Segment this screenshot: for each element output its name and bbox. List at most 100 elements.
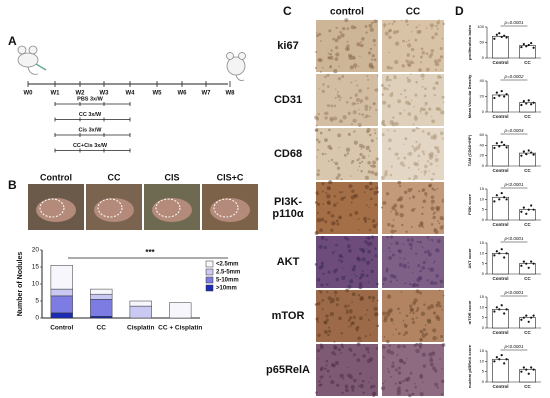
y-tick-label: 0 (482, 55, 485, 60)
stain-dot (439, 225, 444, 230)
stain-dot (338, 65, 340, 68)
stain-dot (357, 169, 359, 171)
stain-dot (367, 281, 370, 284)
stain-dot (436, 317, 441, 321)
stain-dot (415, 126, 419, 130)
data-point (505, 308, 508, 311)
y-axis-label: proliferation index (467, 24, 472, 60)
stain-dot (358, 229, 360, 231)
stain-dot (421, 188, 426, 192)
stain-dot (388, 344, 392, 347)
stain-dot (367, 351, 370, 354)
y-tick-label: 5 (482, 207, 485, 212)
stain-dot (402, 39, 405, 43)
stain-dot (426, 318, 431, 323)
stain-dot (395, 241, 399, 246)
stain-dot (413, 105, 415, 108)
stain-dot (439, 109, 442, 111)
stain-dot (394, 41, 400, 46)
y-tick-label: 5 (482, 315, 485, 320)
stain-dot (387, 309, 392, 314)
stain-dot (368, 155, 370, 157)
stain-dot (356, 342, 361, 347)
stain-dot (358, 284, 363, 290)
stain-dot (382, 311, 387, 316)
stain-dot (327, 201, 331, 206)
stain-dot (430, 199, 435, 204)
stain-dot (359, 296, 364, 302)
bar (492, 196, 509, 221)
stain-dot (396, 391, 401, 396)
stain-dot (361, 249, 366, 254)
stain-dot (420, 338, 423, 342)
x-tick-label: CC + Cisplatin (158, 325, 202, 332)
stain-dot (383, 23, 387, 27)
stain-dot (350, 201, 353, 204)
stain-dot (407, 102, 412, 106)
legend-swatch (205, 268, 214, 276)
week-label: W8 (226, 91, 236, 97)
stain-dot (327, 270, 331, 274)
stain-dot (397, 99, 402, 104)
stain-dot (371, 296, 376, 300)
stain-dot (435, 146, 440, 151)
stain-dot (371, 258, 374, 262)
stain-dot (394, 121, 399, 127)
stain-dot (389, 78, 392, 82)
stain-dot (403, 109, 406, 112)
stain-dot (336, 383, 340, 387)
stain-dot (369, 385, 374, 389)
bar-segment (50, 288, 73, 297)
week-label: W7 (202, 91, 212, 97)
stain-dot (325, 314, 329, 318)
stain-dot (317, 112, 320, 116)
stain-dot (338, 316, 342, 321)
stain-dot (375, 312, 378, 316)
stain-dot (429, 358, 434, 363)
stain-dot (392, 20, 396, 23)
stain-dot (365, 31, 368, 34)
stain-dot (365, 146, 370, 151)
stain-dot (439, 289, 441, 291)
stain-dot (408, 39, 410, 42)
y-tick-label: 15 (480, 186, 485, 191)
data-point (525, 368, 528, 371)
stain-dot (383, 336, 386, 338)
ihc-row-label: p65RelA (265, 364, 311, 376)
annotation: p=0.0004 (504, 128, 524, 133)
stain-dot (399, 161, 405, 166)
data-point (520, 210, 523, 213)
stain-dot (325, 318, 329, 322)
stain-dot (390, 165, 393, 168)
stain-dot (342, 26, 346, 31)
stain-dot (404, 137, 408, 141)
stain-dot (323, 245, 327, 250)
stain-dot (425, 27, 428, 29)
stain-dot (423, 170, 427, 174)
stain-dot (391, 23, 394, 26)
stain-dot (431, 204, 433, 206)
stain-dot (390, 229, 395, 234)
stain-dot (425, 67, 430, 72)
stain-dot (438, 19, 440, 21)
stain-dot (361, 37, 365, 41)
stain-dot (388, 256, 393, 261)
stain-dot (364, 184, 369, 189)
stain-dot (331, 214, 335, 218)
stain-dot (349, 213, 353, 217)
stain-dot (355, 326, 359, 331)
stain-dot (344, 18, 349, 23)
stain-dot (337, 94, 341, 99)
stain-dot (367, 295, 372, 300)
stain-dot (357, 65, 360, 68)
stain-dot (352, 118, 357, 123)
stain-dot (325, 283, 329, 286)
stain-dot (438, 304, 442, 308)
data-point (503, 95, 506, 98)
stain-dot (436, 239, 441, 244)
stain-dot (331, 251, 335, 254)
stain-dot (424, 87, 427, 91)
stain-dot (376, 190, 379, 194)
data-point (532, 101, 535, 104)
stain-dot (344, 236, 348, 240)
